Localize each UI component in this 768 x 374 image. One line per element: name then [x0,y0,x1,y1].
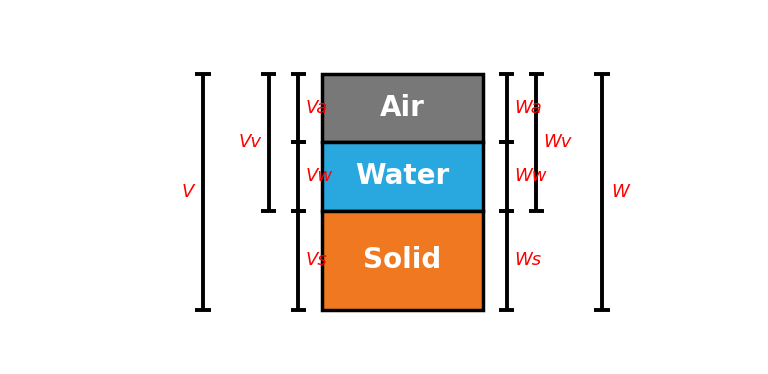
Text: Vw: Vw [306,168,333,186]
Text: Vv: Vv [239,133,261,151]
Text: Wv: Wv [544,133,572,151]
Text: Solid: Solid [363,246,442,274]
Text: Ws: Ws [514,251,541,269]
Bar [323,74,483,142]
Text: Va: Va [306,99,328,117]
Bar [323,142,483,211]
Text: Air: Air [380,94,425,122]
Text: Ww: Ww [514,168,546,186]
Text: Wa: Wa [514,99,541,117]
Text: W: W [611,183,629,201]
Bar [323,211,483,310]
Text: V: V [181,183,194,201]
Text: Water: Water [356,162,449,190]
Text: Vs: Vs [306,251,327,269]
